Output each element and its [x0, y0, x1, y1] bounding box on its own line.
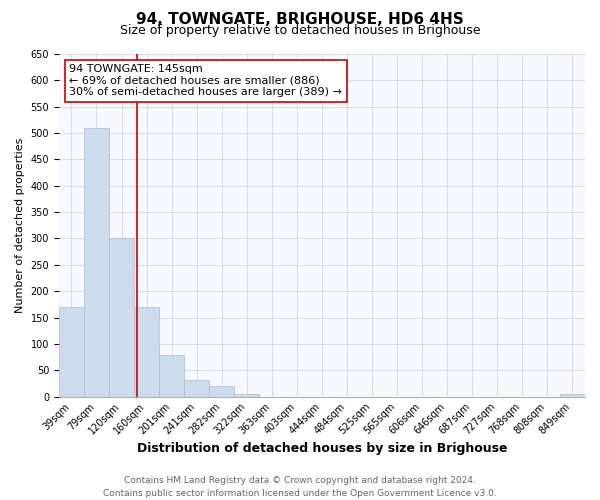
- Text: Contains HM Land Registry data © Crown copyright and database right 2024.
Contai: Contains HM Land Registry data © Crown c…: [103, 476, 497, 498]
- Bar: [109, 238, 134, 396]
- Text: Size of property relative to detached houses in Brighouse: Size of property relative to detached ho…: [120, 24, 480, 37]
- Bar: [209, 386, 234, 396]
- Text: 94 TOWNGATE: 145sqm
← 69% of detached houses are smaller (886)
30% of semi-detac: 94 TOWNGATE: 145sqm ← 69% of detached ho…: [70, 64, 342, 98]
- Bar: [159, 356, 184, 397]
- Bar: [59, 307, 84, 396]
- Bar: [134, 307, 159, 396]
- X-axis label: Distribution of detached houses by size in Brighouse: Distribution of detached houses by size …: [137, 442, 507, 455]
- Bar: [234, 394, 259, 396]
- Y-axis label: Number of detached properties: Number of detached properties: [15, 138, 25, 313]
- Bar: [560, 394, 585, 396]
- Bar: [84, 128, 109, 396]
- Bar: [184, 380, 209, 396]
- Text: 94, TOWNGATE, BRIGHOUSE, HD6 4HS: 94, TOWNGATE, BRIGHOUSE, HD6 4HS: [136, 12, 464, 28]
